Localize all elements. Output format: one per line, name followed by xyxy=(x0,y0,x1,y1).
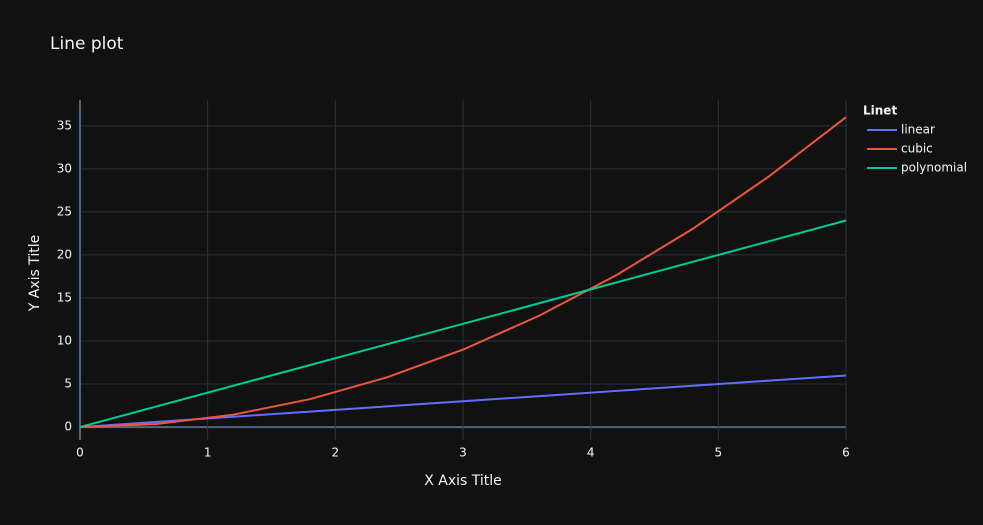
y-tick-label: 25 xyxy=(57,204,72,218)
series-line xyxy=(79,116,847,429)
series-line xyxy=(79,219,847,429)
y-axis-title: Y Axis Title xyxy=(27,235,43,313)
x-tick-label: 3 xyxy=(459,446,467,460)
x-tick-label: 6 xyxy=(842,446,850,460)
y-tick-label: 35 xyxy=(57,118,72,132)
x-tick-label: 2 xyxy=(332,446,340,460)
x-tick-label: 0 xyxy=(76,446,84,460)
x-tick-label: 1 xyxy=(204,446,212,460)
y-tick-label: 20 xyxy=(57,247,72,261)
chart-title: Line plot xyxy=(50,34,124,54)
y-tick-label: 30 xyxy=(57,161,72,175)
legend-label: cubic xyxy=(901,142,933,156)
y-tick-label: 5 xyxy=(64,377,72,391)
x-tick-label: 4 xyxy=(587,446,595,460)
y-tick-label: 10 xyxy=(57,334,72,348)
legend-label: polynomial xyxy=(901,161,967,175)
y-tick-label: 15 xyxy=(57,290,72,304)
legend-label: linear xyxy=(901,123,935,137)
x-axis-title: X Axis Title xyxy=(424,473,502,489)
legend-title: Linet xyxy=(863,104,897,118)
y-tick-label: 0 xyxy=(64,420,72,434)
x-tick-label: 5 xyxy=(715,446,723,460)
